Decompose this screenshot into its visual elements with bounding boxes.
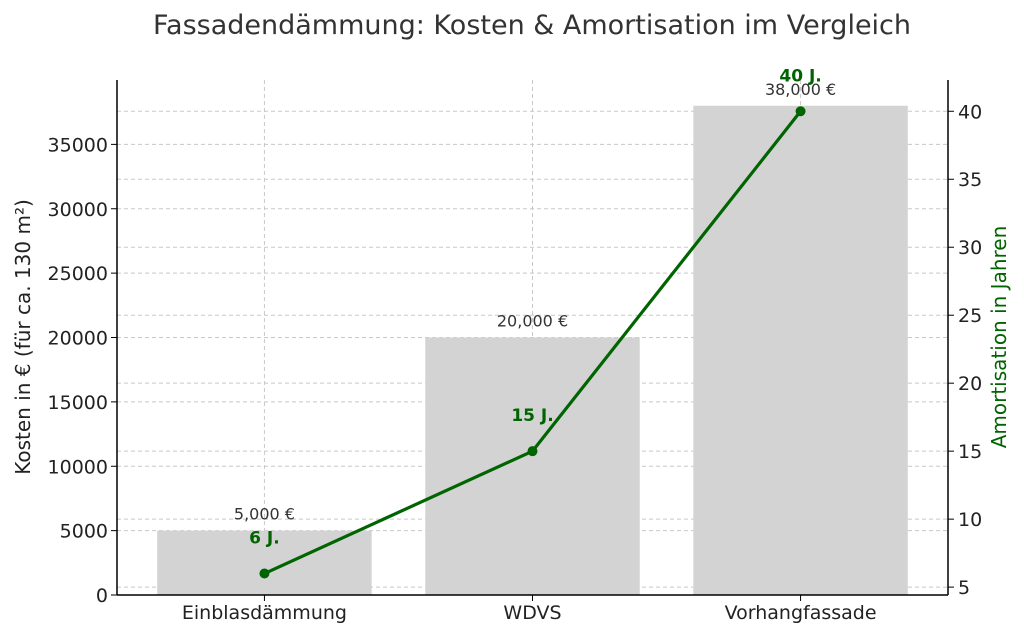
y-tick-label: 35000	[48, 134, 108, 156]
x-tick-label: WDVS	[503, 602, 561, 624]
amortisation-line	[259, 106, 806, 579]
amortisation-point	[527, 446, 538, 457]
amortisation-label: 15 J.	[511, 406, 553, 426]
amortisation-label: 40 J.	[779, 66, 821, 86]
y2-tick-label: 30	[958, 237, 982, 259]
y2-tick-label: 5	[958, 577, 970, 599]
bar-value-label: 5,000 €	[234, 505, 295, 524]
axes: 0 5000 10000 15000 20000 25000 30000 35000 5 10 15…	[48, 80, 982, 624]
y2-axis-label: Amortisation in Jahren	[987, 226, 1011, 449]
amortisation-label: 6 J.	[249, 529, 280, 549]
y-tick-label: 20000	[48, 328, 108, 350]
y-tick-label: 5000	[60, 521, 108, 543]
y-tick-label: 30000	[48, 199, 108, 221]
y-axis-label: Kosten in € (für ca. 130 m²)	[11, 199, 35, 475]
data-labels: 5,000 € 20,000 € 38,000 € 6 J. 15 J. 40 J.	[234, 66, 836, 548]
y2-tick-label: 25	[958, 305, 982, 327]
bar	[425, 337, 640, 595]
y2-tick-label: 15	[958, 441, 982, 463]
amortisation-point	[795, 106, 806, 117]
y2-tick-label: 40	[958, 101, 982, 123]
y-tick-label: 15000	[48, 392, 108, 414]
x-tick-label: Vorhangfassade	[725, 602, 877, 624]
y-tick-label: 0	[96, 585, 108, 607]
chart-title: Fassadendämmung: Kosten & Amortisation i…	[153, 10, 911, 41]
y2-tick-label: 10	[958, 509, 982, 531]
y2-tick-label: 20	[958, 373, 982, 395]
amortisation-point	[259, 568, 270, 579]
bars	[157, 105, 908, 595]
y-tick-label: 10000	[48, 456, 108, 478]
x-tick-label: Einblasdämmung	[182, 602, 347, 624]
bar	[693, 105, 908, 595]
bar-value-label: 38,000 €	[765, 80, 836, 99]
bar-value-label: 20,000 €	[497, 312, 568, 331]
y-tick-label: 25000	[48, 263, 108, 285]
y2-tick-label: 35	[958, 169, 982, 191]
